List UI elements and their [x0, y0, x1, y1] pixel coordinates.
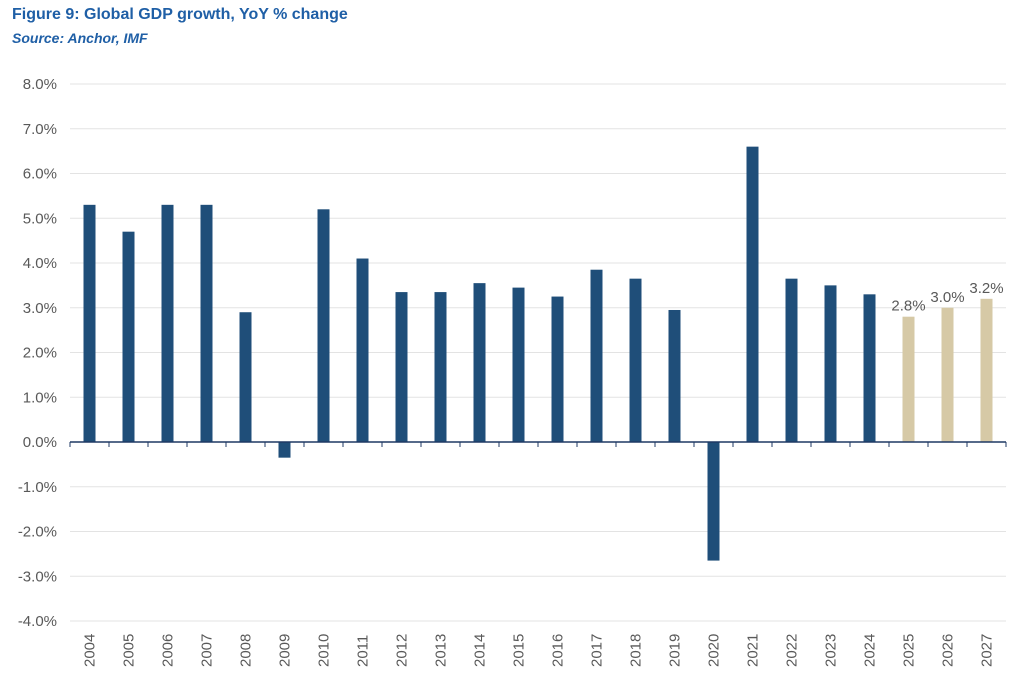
bar-2009 [278, 442, 291, 458]
x-tick-label-2019: 2019 [667, 634, 684, 667]
bar-2022 [785, 278, 798, 442]
y-tick-label: 0.0% [23, 434, 57, 451]
data-label-2027: 3.2% [969, 280, 1003, 297]
bar-2024 [863, 294, 876, 442]
bar-2017 [590, 269, 603, 442]
x-tick-label-2004: 2004 [82, 634, 99, 667]
y-tick-label: 7.0% [23, 121, 57, 138]
bar-2015 [512, 287, 525, 442]
x-tick-label-2013: 2013 [433, 634, 450, 667]
x-axis [69, 441, 1007, 447]
x-tick-label-2007: 2007 [199, 634, 216, 667]
x-tick-label-2011: 2011 [355, 635, 372, 667]
y-tick-label: -2.0% [18, 524, 57, 541]
y-tick-label: 8.0% [23, 76, 57, 93]
y-axis-tick-labels: 8.0% 7.0% 6.0% 5.0% 4.0% 3.0% 2.0% 1.0% 0.0% -1.0… [18, 76, 57, 630]
data-label-2026: 3.0% [930, 289, 964, 306]
x-tick-label-2012: 2012 [394, 634, 411, 667]
y-tick-label: 4.0% [23, 255, 57, 272]
bars [83, 146, 993, 561]
data-label-2025: 2.8% [891, 298, 925, 315]
bar-2010 [317, 209, 330, 442]
y-tick-label: 3.0% [23, 300, 57, 317]
chart-source: Source: Anchor, IMF [12, 30, 148, 46]
y-tick-label: 1.0% [23, 389, 57, 406]
bar-2014 [473, 283, 486, 442]
bar-2027 [980, 298, 993, 442]
y-tick-label: -3.0% [18, 568, 57, 585]
y-tick-label: 2.0% [23, 345, 57, 362]
bar-2004 [83, 204, 96, 442]
bar-2012 [395, 292, 408, 442]
bar-2018 [629, 278, 642, 442]
bar-2021 [746, 146, 759, 442]
x-tick-label-2008: 2008 [238, 634, 255, 667]
x-tick-label-2017: 2017 [589, 634, 606, 667]
bar-2006 [161, 204, 174, 442]
x-tick-label-2026: 2026 [940, 634, 957, 667]
x-tick-label-2010: 2010 [316, 634, 333, 667]
bar-2013 [434, 292, 447, 442]
bar-2025 [902, 316, 915, 442]
chart-title: Figure 9: Global GDP growth, YoY % chang… [12, 6, 348, 23]
x-tick-label-2016: 2016 [550, 634, 567, 667]
bar-2026 [941, 307, 954, 442]
x-tick-label-2020: 2020 [706, 634, 723, 667]
x-tick-label-2006: 2006 [160, 634, 177, 667]
x-tick-label-2014: 2014 [472, 634, 489, 667]
bar-2020 [707, 442, 720, 561]
bar-2005 [122, 231, 135, 442]
x-tick-label-2023: 2023 [823, 634, 840, 667]
bar-2016 [551, 296, 564, 442]
x-tick-label-2018: 2018 [628, 634, 645, 667]
x-tick-label-2015: 2015 [511, 634, 528, 667]
gridlines [70, 83, 1006, 622]
y-tick-label: -1.0% [18, 479, 57, 496]
bar-2023 [824, 285, 837, 442]
x-tick-label-2005: 2005 [121, 634, 138, 667]
x-tick-label-2022: 2022 [784, 634, 801, 667]
bar-2011 [356, 258, 369, 442]
bar-2008 [239, 312, 252, 442]
x-tick-label-2025: 2025 [901, 634, 918, 667]
y-tick-label: 5.0% [23, 210, 57, 227]
x-tick-label-2021: 2021 [745, 634, 762, 667]
x-tick-label-2027: 2027 [979, 634, 996, 667]
x-tick-label-2024: 2024 [862, 634, 879, 667]
bar-2019 [668, 309, 681, 442]
y-tick-label: 6.0% [23, 166, 57, 183]
x-axis-tick-labels: 2004 2005 2006 2007 2008 2009 2010 2011 2012 2013… [82, 634, 996, 667]
x-tick-label-2009: 2009 [277, 634, 294, 667]
y-tick-label: -4.0% [18, 613, 57, 630]
bar-2007 [200, 204, 213, 442]
data-labels: 2.8% 3.0% 3.2% [891, 280, 1003, 315]
